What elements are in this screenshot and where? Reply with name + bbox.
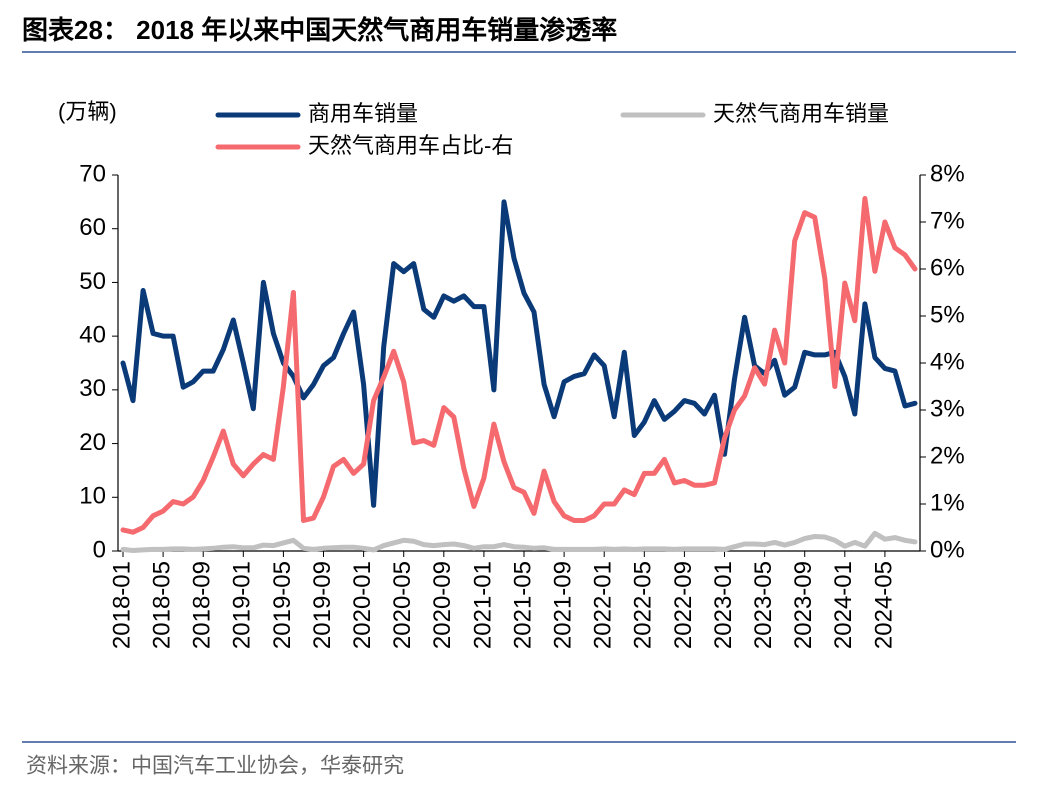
x-tick-label: 2018-09 <box>189 561 216 649</box>
x-tick-label: 2020-05 <box>389 561 416 649</box>
y-tick-label: 30 <box>79 375 106 402</box>
series-line <box>120 196 918 535</box>
y2-tick-label: 1% <box>930 489 965 516</box>
series-line <box>120 530 918 553</box>
y-tick-label: 40 <box>79 321 106 348</box>
x-tick-label: 2019-05 <box>269 561 296 649</box>
y2-tick-label: 4% <box>930 348 965 375</box>
y2-tick-label: 3% <box>930 395 965 422</box>
y-tick-label: 60 <box>79 214 106 241</box>
x-tick-label: 2023-05 <box>750 561 777 649</box>
x-tick-label: 2021-01 <box>469 561 496 649</box>
x-tick-label: 2024-01 <box>830 561 857 649</box>
source: 资料来源：中国汽车工业协会，华泰研究 <box>26 755 404 778</box>
y-tick-label: 70 <box>79 160 106 187</box>
series-line <box>120 199 918 508</box>
y-tick-label: 20 <box>79 429 106 456</box>
x-tick-label: 2020-01 <box>349 561 376 649</box>
y2-tick-label: 7% <box>930 207 965 234</box>
y-tick-label: 10 <box>79 483 106 510</box>
y2-tick-label: 5% <box>930 301 965 328</box>
y2-tick-label: 0% <box>930 536 965 563</box>
y2-tick-label: 6% <box>930 254 965 281</box>
x-tick-label: 2022-09 <box>670 561 697 649</box>
chart-title: 图表28： 2018 年以来中国天然气商用车销量渗透率 <box>22 15 617 45</box>
x-tick-label: 2022-01 <box>590 561 617 649</box>
x-tick-label: 2024-05 <box>870 561 897 649</box>
x-tick-label: 2018-05 <box>148 561 175 649</box>
legend-label: 天然气商用车销量 <box>713 101 889 126</box>
legend-label: 商用车销量 <box>308 101 418 126</box>
x-tick-label: 2022-05 <box>630 561 657 649</box>
x-tick-label: 2021-05 <box>509 561 536 649</box>
x-tick-label: 2023-01 <box>710 561 737 649</box>
y-axis-label: (万辆) <box>58 99 117 124</box>
legend-label: 天然气商用车占比-右 <box>308 133 513 158</box>
x-tick-label: 2019-09 <box>309 561 336 649</box>
y-tick-label: 50 <box>79 268 106 295</box>
x-tick-label: 2019-01 <box>229 561 256 649</box>
y2-tick-label: 8% <box>930 160 965 187</box>
x-tick-label: 2018-01 <box>108 561 135 649</box>
x-tick-label: 2020-09 <box>429 561 456 649</box>
x-tick-label: 2023-09 <box>790 561 817 649</box>
y2-tick-label: 2% <box>930 442 965 469</box>
y-tick-label: 0 <box>93 536 106 563</box>
x-tick-label: 2021-09 <box>549 561 576 649</box>
